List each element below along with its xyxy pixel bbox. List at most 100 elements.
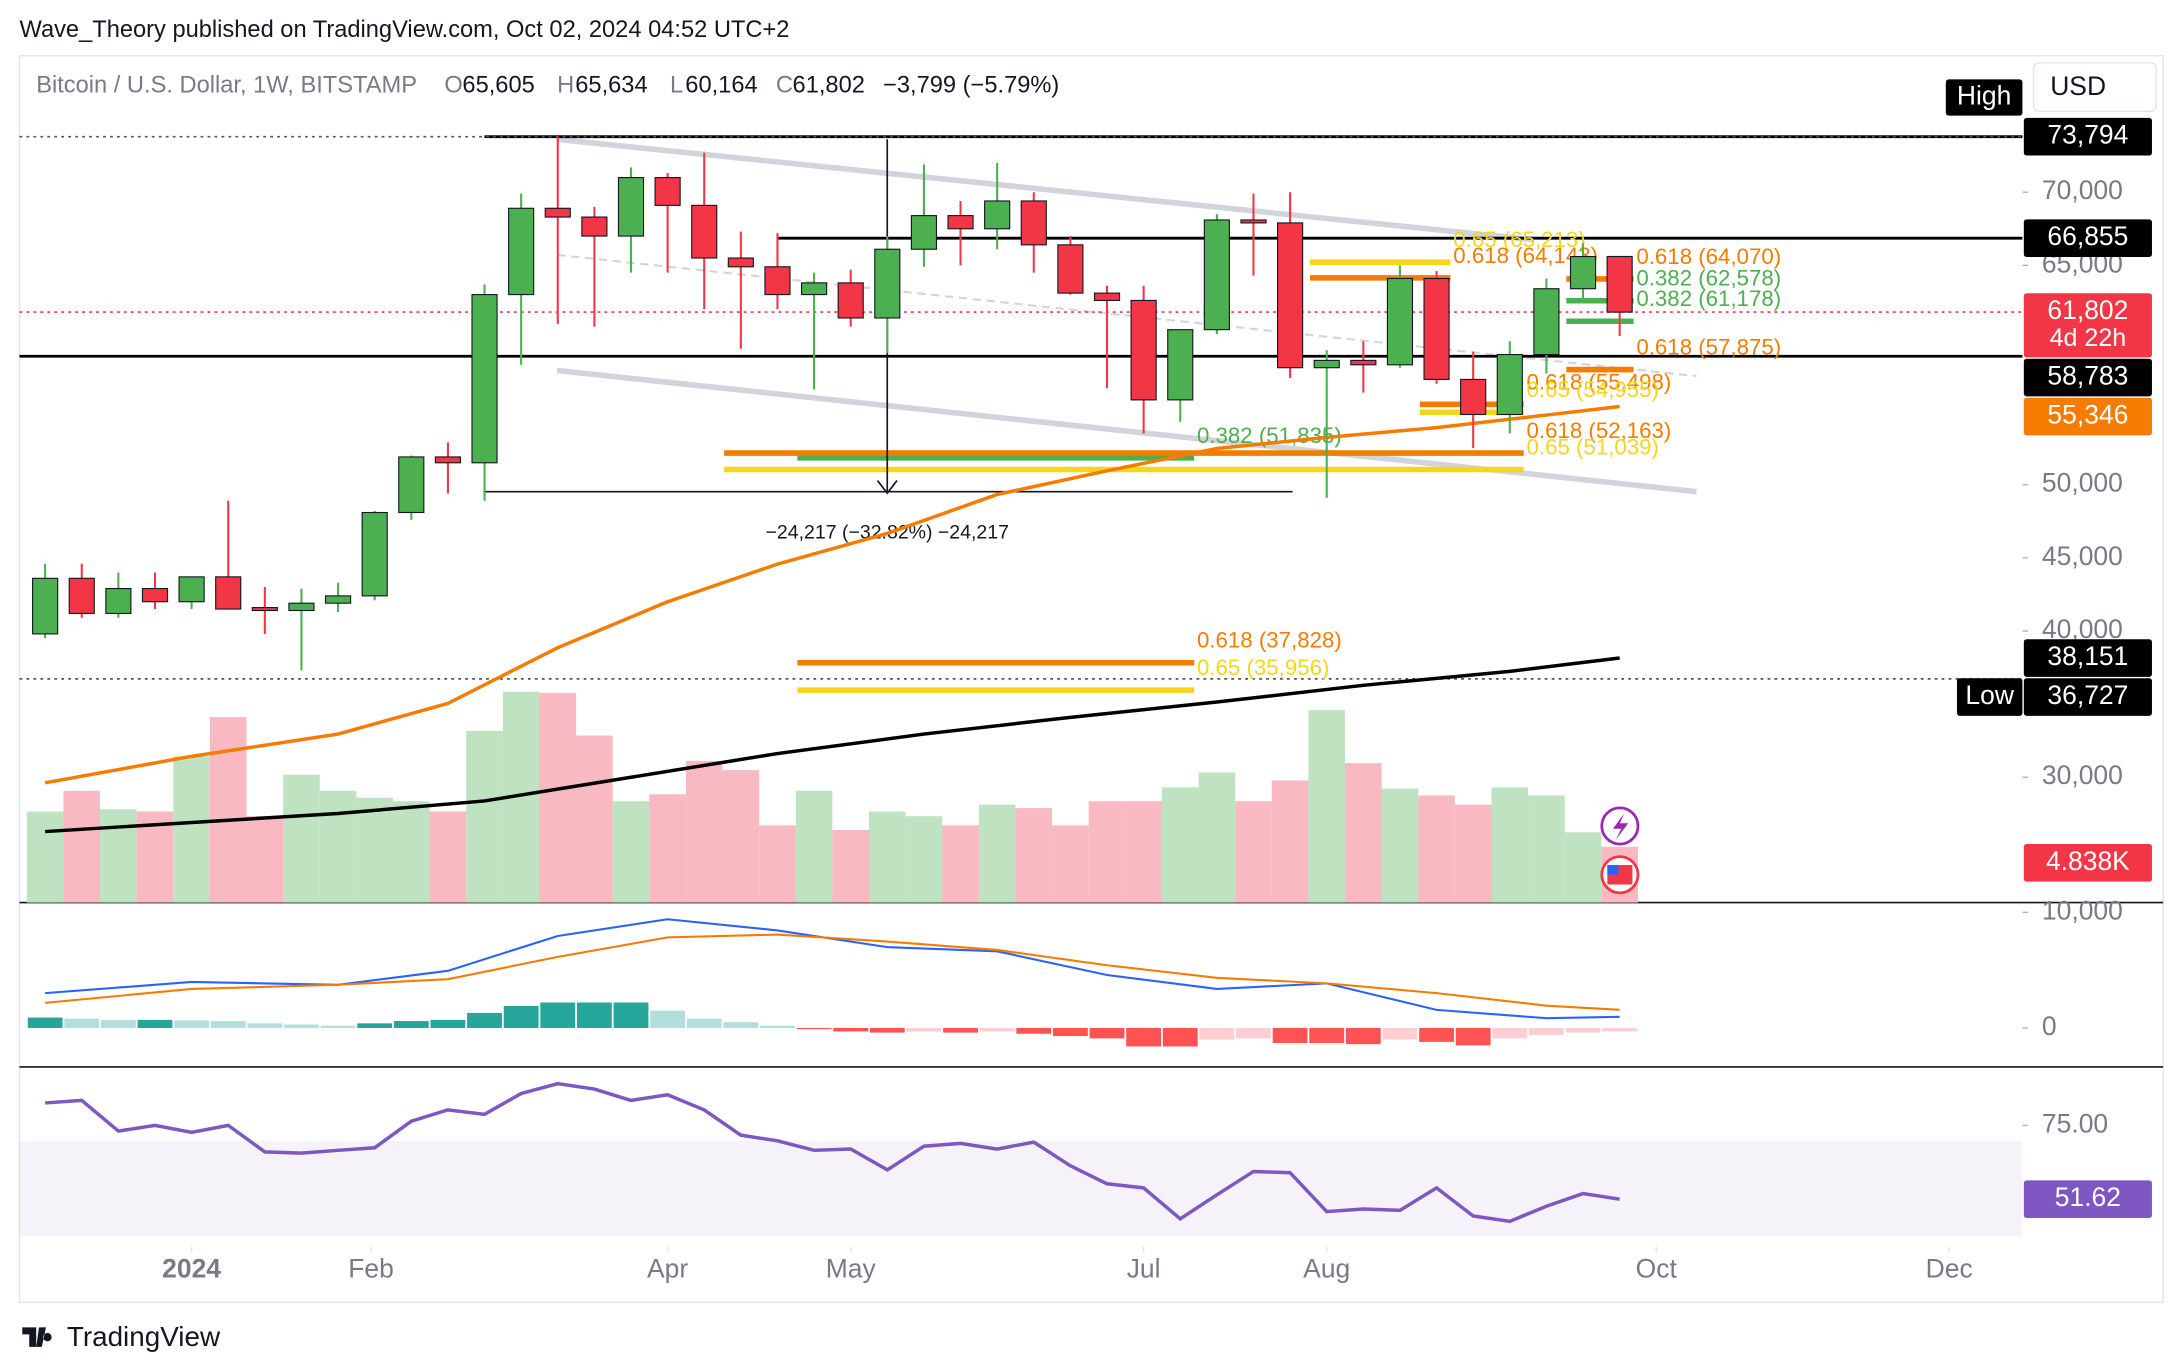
y-tick-label: 10,000 bbox=[2042, 895, 2123, 925]
volume-bar bbox=[1381, 788, 1419, 903]
fib-label: 0.382 (62,578) bbox=[1636, 266, 1781, 291]
price-label-box bbox=[2023, 117, 2152, 156]
volume-bar bbox=[539, 692, 577, 903]
candle-body bbox=[544, 207, 571, 218]
fib-label: 0.382 (61,178) bbox=[1636, 286, 1781, 311]
macd-histogram-bar bbox=[1272, 1027, 1308, 1044]
fib-label: 0.618 (57,875) bbox=[1636, 335, 1781, 360]
macd-histogram-bar bbox=[576, 1002, 612, 1028]
fib-label: 0.618 (37,828) bbox=[1197, 628, 1342, 653]
macd-histogram-bar bbox=[503, 1005, 539, 1028]
x-tick-label: 2024 bbox=[162, 1253, 221, 1283]
low-label: Low bbox=[1965, 680, 2014, 710]
candle-body bbox=[654, 177, 681, 206]
fib-label: 0.618 (52,163) bbox=[1527, 418, 1672, 443]
price-label-box bbox=[2023, 219, 2152, 257]
macd-histogram-bar bbox=[1236, 1027, 1271, 1039]
macd-histogram-bar bbox=[320, 1025, 356, 1028]
fib-label: 0.65 (65,213) bbox=[1453, 227, 1585, 252]
candle-body bbox=[434, 456, 462, 464]
macd-histogram-bar bbox=[100, 1019, 136, 1028]
volume-bar bbox=[978, 804, 1016, 903]
legend-key: C bbox=[776, 73, 793, 99]
candle-body bbox=[361, 511, 388, 597]
macd-histogram-bar bbox=[1565, 1027, 1601, 1033]
candle-body bbox=[910, 215, 938, 250]
x-tick-label: Apr bbox=[647, 1253, 688, 1283]
volume-bar bbox=[649, 794, 686, 903]
volume-bar bbox=[795, 790, 833, 903]
fib-label: 0.65 (35,956) bbox=[1197, 655, 1329, 680]
macd-histogram-bar bbox=[1309, 1027, 1345, 1044]
price-label: 61,802 bbox=[2047, 295, 2128, 325]
macd-histogram-bar bbox=[686, 1018, 722, 1028]
byline: Wave_Theory published on TradingView.com… bbox=[19, 17, 789, 43]
candle-body bbox=[1606, 255, 1633, 313]
macd-histogram-bar bbox=[979, 1027, 1015, 1032]
countdown: 4d 22h bbox=[2050, 324, 2127, 352]
flag-icon-canton bbox=[1607, 864, 1619, 875]
currency-button[interactable] bbox=[2032, 61, 2157, 113]
candle-body bbox=[1386, 277, 1414, 366]
rsi-band bbox=[19, 1141, 2023, 1236]
high-label-box bbox=[1945, 79, 2023, 116]
macd-histogram-bar bbox=[1455, 1027, 1491, 1046]
volume-bar bbox=[1308, 710, 1346, 903]
price-label-box bbox=[2023, 678, 2152, 716]
legend-value: 60,164 bbox=[685, 73, 757, 99]
fib-label: 0.65 (51,039) bbox=[1527, 435, 1659, 460]
candle-body bbox=[398, 456, 425, 514]
candle-body bbox=[764, 266, 791, 296]
fib-label: 0.618 (55,498) bbox=[1527, 369, 1672, 394]
macd-histogram-bar bbox=[723, 1022, 759, 1028]
rsi-label: 51.62 bbox=[2055, 1182, 2121, 1212]
x-tick-label: Aug bbox=[1303, 1253, 1350, 1283]
candle-body bbox=[1423, 277, 1450, 380]
y-tick-label: 30,000 bbox=[2042, 760, 2123, 790]
candle-body bbox=[1130, 299, 1157, 401]
price-label: 55,346 bbox=[2047, 400, 2128, 430]
volume-bar bbox=[392, 801, 430, 903]
candle-body bbox=[215, 576, 242, 610]
macd-histogram-bar bbox=[210, 1021, 246, 1028]
candle-body bbox=[508, 207, 535, 296]
volume-label-box bbox=[2023, 844, 2152, 882]
y-tick-label: 50,000 bbox=[2042, 468, 2123, 498]
candle-body bbox=[32, 577, 59, 635]
volume-bar bbox=[905, 816, 943, 903]
candle-body bbox=[1057, 244, 1084, 294]
candle-body bbox=[1240, 219, 1267, 224]
volume-bar bbox=[1418, 795, 1455, 903]
price-label: 36,727 bbox=[2047, 680, 2128, 710]
symbol: Bitcoin / U.S. Dollar, 1W, BITSTAMP bbox=[36, 73, 417, 99]
macd-histogram-bar bbox=[27, 1017, 63, 1028]
volume-bar bbox=[319, 790, 357, 903]
volume-bar bbox=[1454, 804, 1492, 903]
macd-histogram-bar bbox=[430, 1019, 466, 1028]
macd-histogram-bar bbox=[796, 1027, 832, 1030]
currency[interactable]: USD bbox=[2050, 71, 2106, 101]
volume-bar bbox=[466, 730, 503, 903]
volume-bar bbox=[1271, 780, 1309, 903]
candle-body bbox=[727, 257, 754, 268]
price-label: 58,783 bbox=[2047, 361, 2128, 391]
volume-bar bbox=[1491, 787, 1529, 903]
price-label: 66,855 bbox=[2047, 221, 2128, 251]
volume-bar bbox=[1015, 808, 1053, 903]
legend-key: O bbox=[444, 73, 462, 99]
macd-histogram-bar bbox=[833, 1027, 869, 1032]
moving-average bbox=[44, 404, 1620, 785]
volume-bar bbox=[612, 801, 650, 903]
macd-histogram-bar bbox=[1016, 1027, 1052, 1034]
candle-body bbox=[1277, 222, 1304, 369]
price-label-box bbox=[2023, 358, 2152, 397]
macd-line bbox=[45, 933, 1620, 1011]
volume-bar bbox=[246, 816, 284, 903]
volume-bar bbox=[759, 825, 796, 903]
candle-body bbox=[837, 282, 864, 319]
price-label: 38,151 bbox=[2047, 641, 2128, 671]
price-label: 73,794 bbox=[2047, 120, 2128, 150]
fib-label: 0.618 (64,070) bbox=[1636, 244, 1781, 269]
macd-histogram-bar bbox=[906, 1027, 942, 1032]
